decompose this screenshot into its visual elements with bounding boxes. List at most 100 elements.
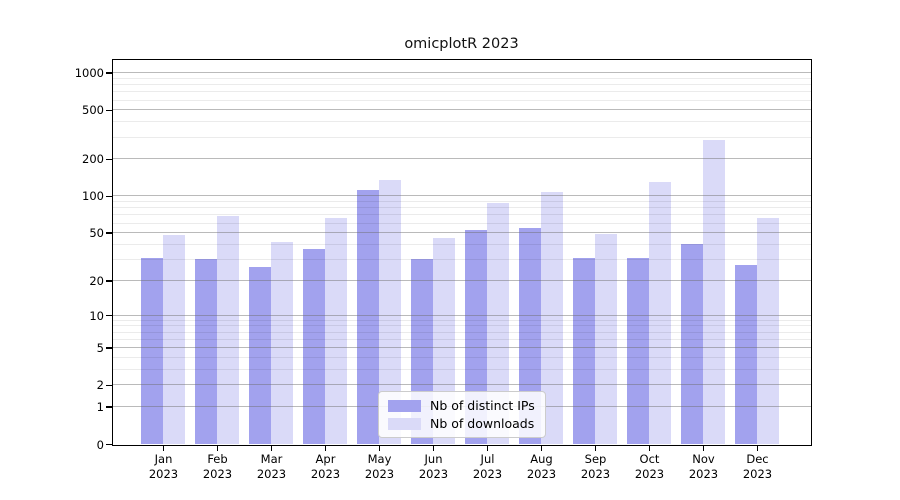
x-tick-label-dec: Dec 2023 [742,452,773,481]
bar-feb-downloads [217,216,239,444]
y-tick-mark-200 [106,158,112,161]
y-tick-label-20: 20 [89,273,104,288]
minor-gridline-300 [113,136,811,138]
x-tick-label-aug: Aug 2023 [526,452,557,481]
x-tick-label-sep: Sep 2023 [580,452,611,481]
bar-apr-downloads [325,218,347,444]
bars-layer [113,60,811,445]
y-tick-mark-10 [106,314,112,317]
bar-dec-distinct-ips [735,264,757,444]
minor-gridline-4 [113,357,811,358]
x-tick-label-feb: Feb 2023 [202,452,233,481]
minor-gridline-7 [113,331,811,333]
x-tick-label-jul: Jul 2023 [472,452,503,481]
bar-may-downloads [379,179,401,444]
minor-gridline-700 [113,91,811,93]
bar-dec-downloads [757,218,779,444]
y-tick-label-0: 0 [96,437,104,452]
x-tick-label-jan: Jan 2023 [148,452,179,481]
bar-aug-downloads [541,191,563,444]
y-tick-label-200: 200 [82,152,104,167]
y-tick-mark-100 [106,195,112,198]
x-tick-mark-feb [216,446,219,451]
x-tick-mark-jul [486,446,489,451]
bar-sep-downloads [595,233,617,444]
grid-layer [113,60,811,445]
bar-jan-downloads [163,234,185,444]
y-tick-mark-2 [106,384,112,387]
gridline-500 [113,109,811,111]
minor-gridline-3 [113,368,811,370]
y-tick-label-100: 100 [82,189,104,204]
bar-mar-distinct-ips [249,266,271,444]
y-tick-label-1000: 1000 [74,66,104,81]
x-tick-label-nov: Nov 2023 [688,452,719,481]
x-tick-mark-oct [648,446,651,451]
x-tick-mark-may [378,446,381,451]
x-tick-label-may: May 2023 [364,452,395,481]
x-tick-mark-sep [594,446,597,451]
minor-gridline-70 [113,214,811,216]
y-tick-mark-500 [106,109,112,112]
legend-swatch-downloads [388,417,421,430]
x-tick-label-jun: Jun 2023 [418,452,449,481]
minor-gridline-30 [113,258,811,260]
x-tick-label-oct: Oct 2023 [634,452,665,481]
bar-jan-distinct-ips [141,257,163,444]
chart-title: omicplotR 2023 [404,36,519,52]
legend-item-distinct-ips: Nb of distinct IPs [388,398,536,413]
y-tick-mark-50 [106,232,112,234]
y-tick-mark-1000 [106,72,112,74]
bar-jul-downloads [487,202,509,444]
minor-gridline-6 [113,338,811,340]
minor-gridline-80 [113,207,811,209]
x-tick-mark-apr [324,446,327,451]
legend-label-downloads: Nb of downloads [430,416,535,431]
bar-jul-distinct-ips [465,229,487,444]
bar-may-distinct-ips [357,189,379,444]
minor-gridline-9 [113,319,811,321]
legend-item-downloads: Nb of downloads [388,416,536,431]
minor-gridline-60 [113,222,811,224]
x-tick-mark-nov [702,446,705,451]
gridline-1000 [113,72,811,74]
bar-feb-distinct-ips [195,259,217,444]
y-tick-mark-5 [106,347,112,349]
y-tick-mark-0 [106,443,112,446]
bar-nov-distinct-ips [681,244,703,444]
minor-gridline-40 [113,243,811,245]
x-tick-mark-jun [432,446,435,451]
bar-aug-distinct-ips [519,227,541,444]
x-tick-mark-mar [270,446,273,451]
gridline-10 [113,314,811,316]
legend-swatch-distinct-ips [388,399,421,412]
bar-oct-downloads [649,181,671,444]
legend: Nb of distinct IPs Nb of downloads [378,391,546,438]
bar-oct-distinct-ips [627,257,649,444]
gridline-50 [113,232,811,234]
plot-area [112,59,812,446]
bar-sep-distinct-ips [573,257,595,444]
minor-gridline-600 [113,99,811,101]
gridline-5 [113,347,811,349]
minor-gridline-800 [113,84,811,86]
gridline-20 [113,279,811,281]
legend-label-distinct-ips: Nb of distinct IPs [430,398,535,413]
gridline-200 [113,158,811,160]
gridline-2 [113,384,811,386]
y-tick-label-10: 10 [89,308,104,323]
gridline-100 [113,195,811,197]
bar-apr-distinct-ips [303,248,325,444]
bar-mar-downloads [271,241,293,444]
minor-gridline-900 [113,77,811,79]
x-tick-label-mar: Mar 2023 [256,452,287,481]
y-tick-label-500: 500 [82,103,104,118]
y-tick-label-5: 5 [96,341,104,356]
y-tick-mark-20 [106,280,112,282]
y-tick-label-50: 50 [89,226,104,241]
y-tick-mark-1 [106,406,112,408]
minor-gridline-400 [113,121,811,123]
minor-gridline-8 [113,325,811,327]
y-tick-label-1: 1 [96,400,104,415]
